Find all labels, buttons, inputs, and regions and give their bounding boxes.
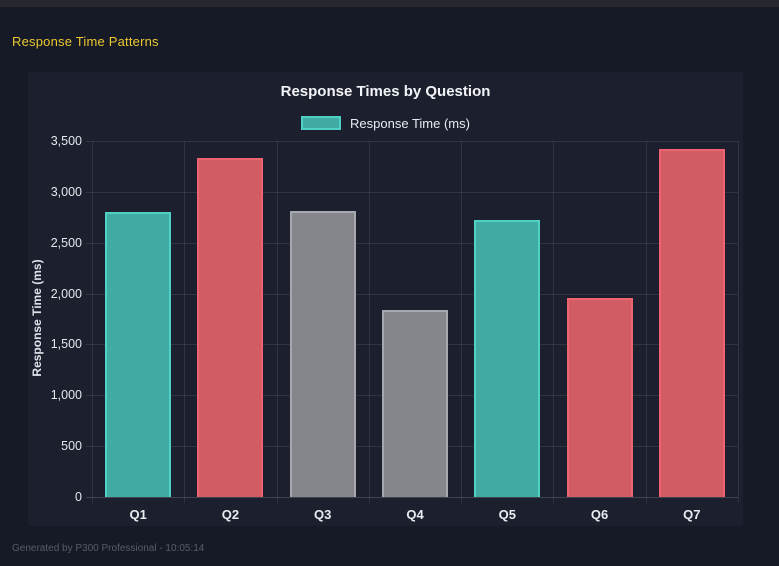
x-tick-label-q4: Q4 xyxy=(406,507,424,522)
y-tick-label: 500 xyxy=(61,439,82,454)
chart-panel: Response Times by Question Response Time… xyxy=(28,72,743,526)
gridline-h xyxy=(86,191,738,193)
x-tick-label-q6: Q6 xyxy=(590,507,609,522)
y-axis-title: Response Time (ms) xyxy=(30,259,44,377)
y-tick-label: 2,000 xyxy=(50,286,82,301)
y-tick-label: 3,000 xyxy=(50,184,82,199)
bar-q6[interactable] xyxy=(566,297,633,497)
x-tick-label-q3: Q3 xyxy=(314,507,332,522)
gridline-h xyxy=(86,141,738,142)
gridline-v xyxy=(184,141,186,503)
x-tick-label-q1: Q1 xyxy=(129,507,147,522)
legend-swatch-teal[interactable] xyxy=(301,116,342,130)
bar-q3[interactable] xyxy=(289,211,356,497)
chart-title: Response Times by Question xyxy=(280,83,491,100)
y-tick-label: 3,500 xyxy=(50,134,82,148)
x-tick-label-q7: Q7 xyxy=(683,507,701,522)
gridline-v xyxy=(461,141,463,503)
generated-by-footer: Generated by P300 Professional - 10:05:1… xyxy=(12,543,205,554)
bar-q1[interactable] xyxy=(105,212,172,497)
y-tick-label: 1,500 xyxy=(50,337,82,352)
gridline-v xyxy=(645,141,647,503)
y-tick-label: 2,500 xyxy=(50,235,82,250)
bar-q2[interactable] xyxy=(197,158,264,497)
x-tick-label-q2: Q2 xyxy=(221,507,240,522)
gridline-v xyxy=(368,141,370,503)
bar-q5[interactable] xyxy=(474,220,541,497)
gridline-v xyxy=(276,141,278,503)
gridline-h xyxy=(86,293,738,295)
x-tick-label-q5: Q5 xyxy=(498,507,516,522)
x-axis-line xyxy=(86,497,738,498)
gridline-v xyxy=(738,141,739,503)
legend-label[interactable]: Response Time (ms) xyxy=(350,115,470,131)
gridline-h xyxy=(86,242,738,244)
gridline-v xyxy=(553,141,555,503)
gridline-v xyxy=(92,141,93,503)
bar-q4[interactable] xyxy=(382,309,448,497)
window-top-bar xyxy=(0,0,779,7)
y-tick-label: 1,000 xyxy=(50,388,82,403)
y-tick-label: 0 xyxy=(75,490,82,504)
bar-chart: 0 500 1,000 1,500 2,000 2,500 3,000 3,500 Q1 Q2 Q3… xyxy=(28,72,743,526)
bar-q7[interactable] xyxy=(658,149,725,497)
page-title: Response Time Patterns xyxy=(12,34,159,49)
chart-legend[interactable]: Response Time (ms) xyxy=(28,115,743,131)
